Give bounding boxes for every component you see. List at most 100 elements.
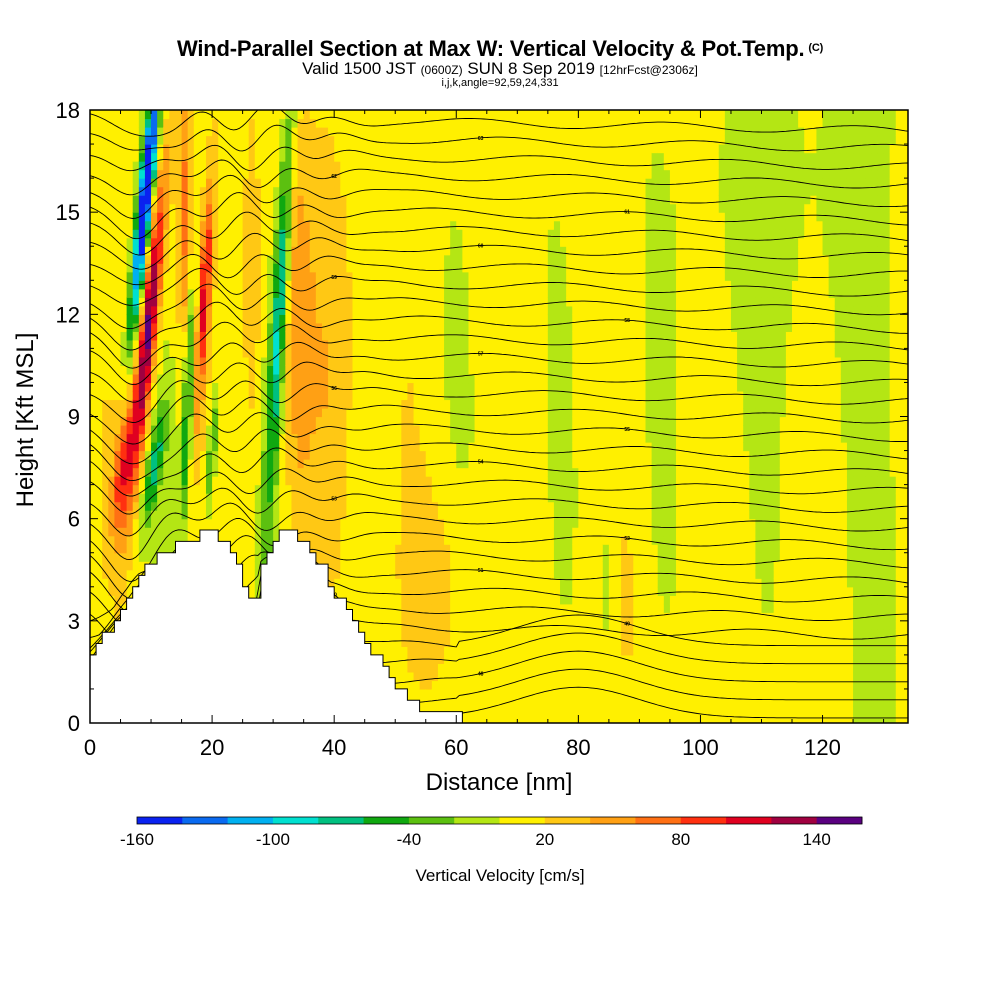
velocity-cell [425,365,433,375]
velocity-cell [328,152,335,162]
velocity-cell [187,254,195,264]
velocity-cell [499,544,506,554]
velocity-cell [395,671,402,682]
velocity-cell [120,416,128,426]
velocity-cell [181,518,189,528]
velocity-cell [505,620,512,630]
velocity-cell [218,484,225,494]
velocity-cell [120,544,128,554]
velocity-cell [120,603,128,613]
velocity-cell [169,510,177,520]
velocity-cell [413,169,421,179]
velocity-cell [285,203,293,213]
velocity-cell [114,544,122,554]
velocity-cell [480,569,488,579]
velocity-cell [96,135,103,145]
velocity-cell [407,237,415,247]
velocity-cell [279,144,286,154]
velocity-cell [309,467,317,477]
velocity-cell [437,433,445,443]
velocity-cell [389,331,396,341]
velocity-cell [248,373,256,384]
velocity-cell [120,195,128,205]
velocity-cell [169,195,177,205]
velocity-cell [437,365,445,375]
velocity-cell [334,220,341,230]
velocity-cell [468,501,476,511]
velocity-cell [321,254,329,264]
velocity-cell [395,280,402,290]
velocity-cell [321,382,329,392]
velocity-cell [340,212,347,222]
velocity-cell [334,254,341,264]
velocity-cell [492,161,500,171]
velocity-cell [437,161,445,171]
velocity-cell [297,237,305,247]
velocity-cell [163,280,170,290]
velocity-cell [431,467,439,477]
velocity-cell [352,476,360,486]
velocity-cell [120,493,128,503]
velocity-cell [132,229,140,239]
velocity-cell [462,527,470,537]
velocity-cell [419,612,427,622]
velocity-cell [230,169,238,179]
velocity-cell [474,246,482,256]
velocity-cell [126,322,134,332]
velocity-cell [352,527,360,537]
velocity-cell [230,493,238,503]
velocity-cell [120,390,128,401]
velocity-cell [340,407,347,418]
velocity-cell [163,442,170,452]
velocity-cell [187,152,195,162]
velocity-cell [181,501,189,511]
velocity-cell [169,544,177,554]
velocity-cell [419,467,427,477]
velocity-cell [144,118,152,128]
velocity-cell [334,442,341,452]
velocity-cell [242,425,250,435]
velocity-cell [108,544,116,554]
velocity-cell [450,433,457,443]
velocity-cell [376,271,384,281]
velocity-cell [431,390,439,401]
velocity-cell [96,271,103,281]
velocity-cell [132,501,140,511]
velocity-cell [187,246,195,256]
velocity-cell [151,305,158,315]
velocity-cell [126,348,134,358]
velocity-cell [358,263,366,273]
velocity-cell [370,561,378,571]
velocity-cell [395,442,402,452]
velocity-cell [346,544,354,554]
velocity-cell [230,442,238,452]
velocity-cell [395,501,402,511]
velocity-cell [205,297,213,307]
velocity-cell [395,663,402,673]
velocity-cell [499,680,506,690]
velocity-cell [157,135,164,145]
velocity-cell [120,595,128,605]
velocity-cell [444,365,451,375]
velocity-cell [138,118,146,128]
velocity-cell [248,110,256,120]
velocity-cell [462,612,470,622]
velocity-cell [492,425,500,435]
velocity-cell [462,493,470,503]
velocity-cell [248,518,256,528]
velocity-cell [96,569,103,579]
velocity-cell [370,586,378,596]
velocity-cell [395,493,402,503]
velocity-cell [401,629,409,639]
velocity-cell [431,280,439,290]
velocity-cell [462,331,470,341]
velocity-cell [132,433,140,443]
velocity-cell [383,220,390,230]
velocity-cell [334,186,341,196]
velocity-cell [450,518,457,528]
velocity-cell [340,144,347,154]
velocity-cell [334,237,341,247]
velocity-cell [224,314,231,324]
velocity-cell [169,399,177,409]
velocity-cell [187,425,195,435]
